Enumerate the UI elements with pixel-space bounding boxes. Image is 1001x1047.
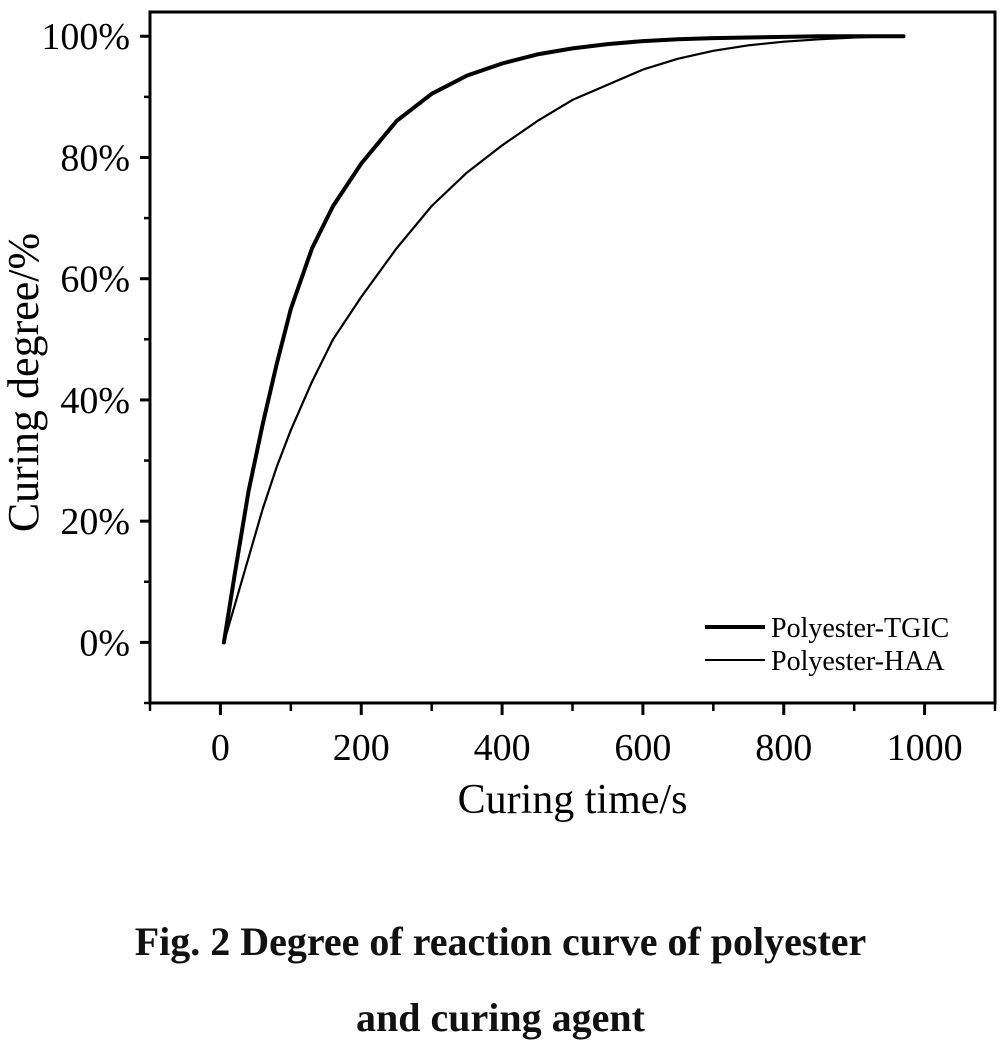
x-tick-label: 400 (474, 727, 531, 769)
x-tick-label: 800 (755, 727, 812, 769)
x-tick-label: 600 (614, 727, 671, 769)
figure-caption-line1: Fig. 2 Degree of reaction curve of polye… (134, 919, 867, 964)
series-line-polyester-haa (222, 35, 905, 644)
y-tick-label: 40% (60, 380, 130, 422)
y-tick-label: 20% (60, 501, 130, 543)
y-tick-label: 80% (60, 137, 130, 179)
x-tick-label: 200 (333, 727, 390, 769)
figure-caption-line2: and curing agent (356, 995, 645, 1040)
x-tick-label: 0 (211, 727, 230, 769)
y-tick-label: 100% (41, 16, 130, 58)
series-line-polyester-tgic (221, 34, 906, 645)
legend-label: Polyester-HAA (771, 646, 945, 677)
y-tick-label: 60% (60, 259, 130, 301)
chart: 0 200 400 600 800 1000 0% 20% 40% 60% 80% 100% Curin… (0, 10, 997, 823)
legend-label: Polyester-TGIC (771, 613, 949, 644)
y-axis-label: Curing degree/% (0, 233, 48, 532)
y-tick-label: 0% (79, 622, 130, 664)
x-axis-label: Curing time/s (458, 777, 688, 823)
x-tick-label: 1000 (887, 727, 963, 769)
